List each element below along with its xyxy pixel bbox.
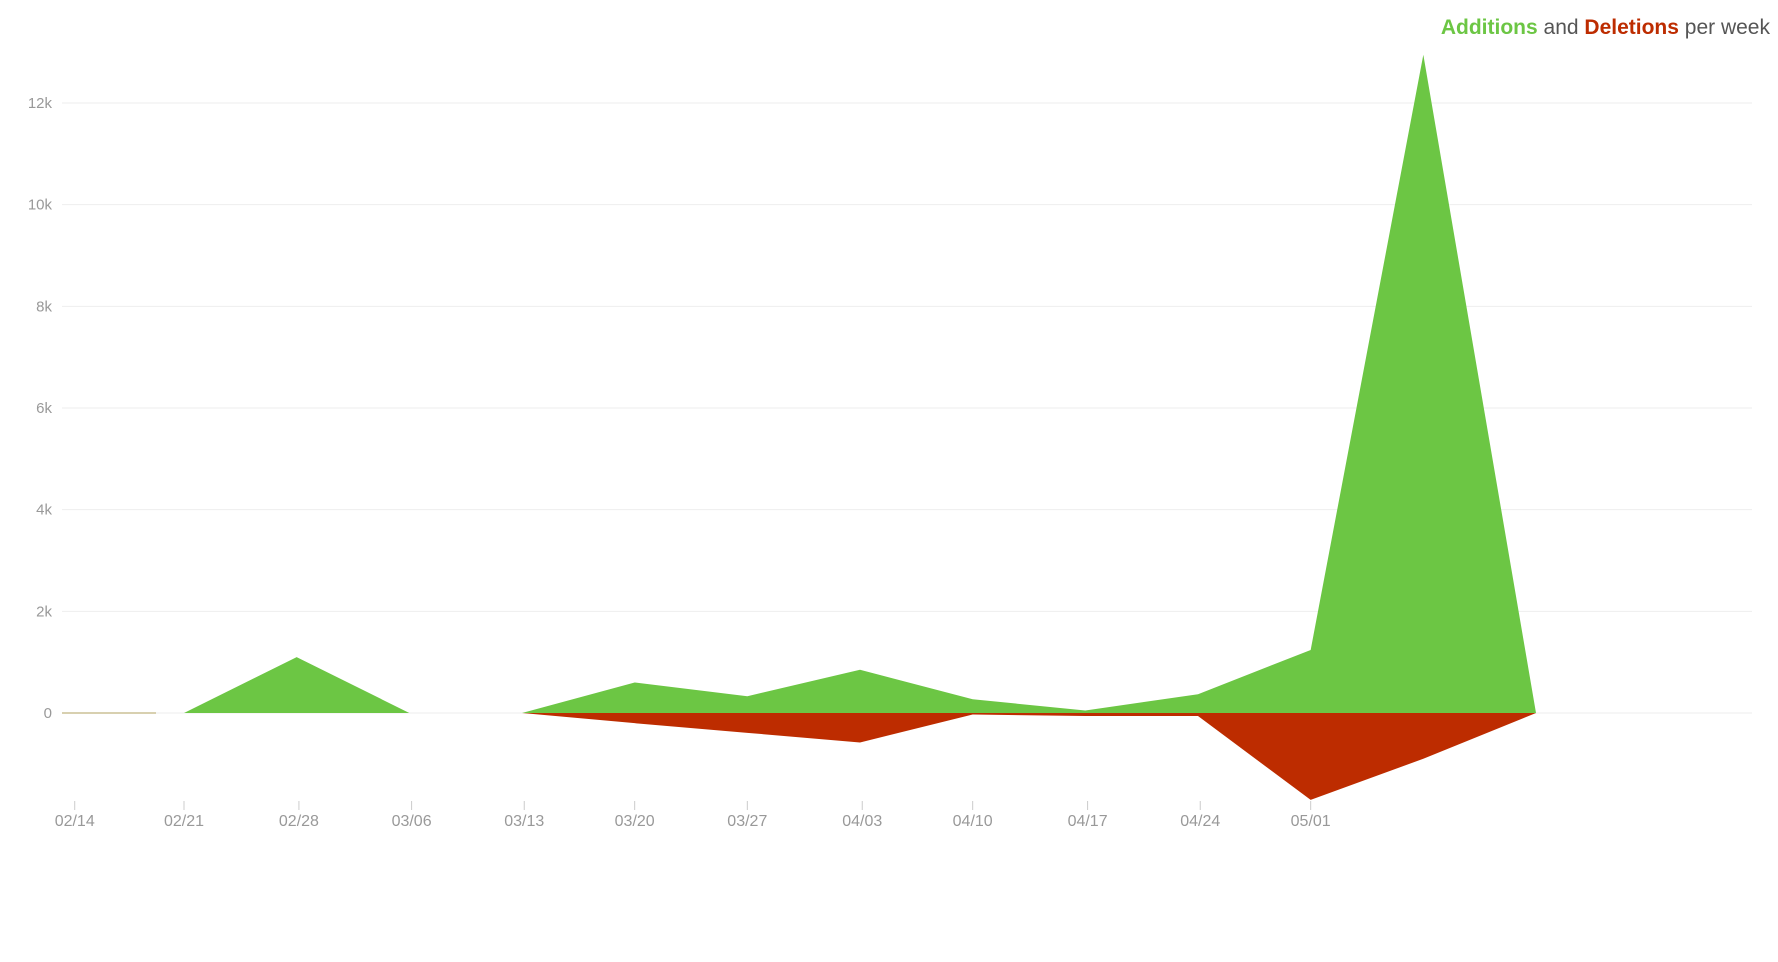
y-tick-label: 8k	[36, 298, 52, 315]
y-tick-label: 6k	[36, 400, 52, 417]
x-axis: 02/14 02/21 02/28 03/06 03/13 03/20 03/27 04/03…	[55, 801, 1331, 830]
x-tick-label: 04/24	[1180, 813, 1220, 830]
title-suffix: per week	[1684, 16, 1770, 39]
deletions-area	[184, 713, 1536, 800]
y-tick-label: 2k	[36, 603, 52, 620]
x-tick-label: 03/13	[504, 813, 544, 830]
y-tick-label: 4k	[36, 502, 52, 519]
additions-label: Additions	[1440, 16, 1538, 39]
additions-area	[184, 54, 1536, 714]
x-tick-label: 04/17	[1068, 813, 1108, 830]
x-tick-label: 03/27	[727, 813, 767, 830]
title-connector: and	[1543, 16, 1579, 39]
x-tick-label: 04/10	[953, 813, 993, 830]
y-tick-label: 0	[44, 705, 52, 722]
x-tick-label: 02/14	[55, 813, 95, 830]
x-tick-label: 02/28	[279, 813, 319, 830]
x-tick-label: 02/21	[164, 813, 204, 830]
x-tick-label: 05/01	[1291, 813, 1331, 830]
y-tick-label: 12k	[28, 95, 53, 112]
area-layer	[62, 54, 1536, 800]
x-tick-label: 03/06	[392, 813, 432, 830]
x-tick-label: 03/20	[615, 813, 655, 830]
x-tick-label: 04/03	[842, 813, 882, 830]
y-axis: 0 2k 4k 6k 8k 10k 12k	[28, 95, 53, 722]
deletions-label: Deletions	[1584, 16, 1679, 39]
chart-title: Additions and Deletions per week	[1441, 16, 1770, 40]
y-tick-label: 10k	[28, 197, 53, 214]
